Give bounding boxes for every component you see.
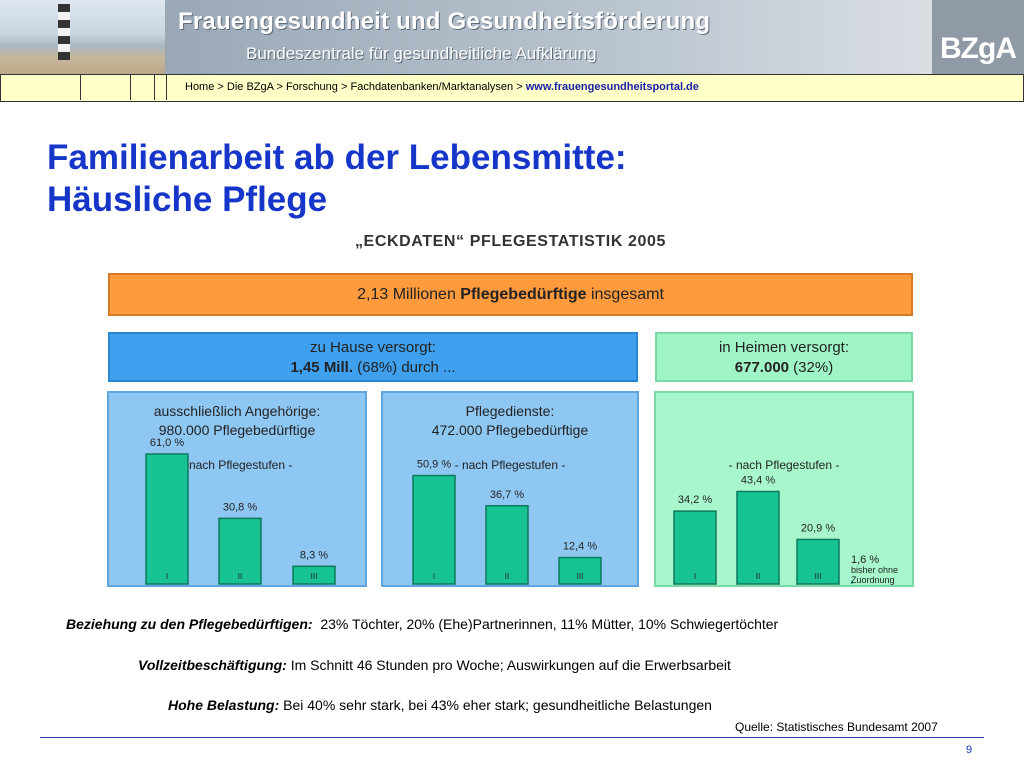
- note-label: Beziehung zu den Pflegebedürftigen:: [66, 616, 313, 632]
- bar-I: [673, 510, 717, 585]
- bar-category-label: I: [166, 572, 168, 581]
- bar-II: [485, 505, 529, 585]
- unassigned-value-label: 1,6 %: [851, 554, 879, 566]
- institution-line1: in Heimen versorgt:: [718, 339, 850, 356]
- bar-category-label: II: [756, 572, 760, 581]
- institution-care-box: in Heimen versorgt: 677.000 (32%): [655, 332, 913, 382]
- note-relationship: Beziehung zu den Pflegebedürftigen: 23% …: [66, 616, 778, 632]
- panel-heading: Pflegedienste:: [466, 403, 555, 419]
- breadcrumb-bar: [0, 74, 1024, 102]
- bar-divider: [154, 74, 155, 100]
- panel-heading: ausschließlich Angehörige:: [154, 403, 321, 419]
- bar-III: [796, 538, 840, 585]
- page-number: 9: [966, 744, 973, 756]
- bar-value-label: 61,0 %: [150, 437, 184, 449]
- note-text: Bei 40% sehr stark, bei 43% eher stark; …: [283, 697, 712, 713]
- logo-background: [932, 0, 1024, 74]
- bar-value-label: 50,9 %: [417, 459, 451, 471]
- breadcrumb-forschung[interactable]: Forschung: [285, 81, 338, 93]
- bar-unassigned: [851, 580, 853, 584]
- total-box: 2,13 Millionen Pflegebedürftige insgesam…: [108, 273, 913, 316]
- home-share: (68%) durch ...: [352, 359, 456, 376]
- institution-count: 677.000: [734, 359, 790, 376]
- home-line1: zu Hause versorgt:: [310, 339, 436, 356]
- bar-III: [292, 565, 336, 585]
- bar-divider: [166, 74, 167, 100]
- bar-II: [218, 517, 262, 585]
- panel-subtitle: - nach Pflegestufen -: [729, 458, 840, 472]
- bar-I: [145, 453, 189, 585]
- bar-value-label: 34,2 %: [678, 494, 712, 506]
- bar-category-label: I: [694, 572, 696, 581]
- bar-divider: [80, 74, 81, 100]
- breadcrumb-separator: >: [340, 81, 348, 93]
- bar-category-label: II: [505, 572, 509, 581]
- breadcrumb-separator: >: [276, 81, 283, 93]
- breadcrumb-home[interactable]: Home: [185, 81, 215, 93]
- bzga-logo[interactable]: BZgA: [940, 32, 1017, 65]
- unassigned-note: bisher ohne: [851, 565, 898, 575]
- header-subtitle: Bundeszentrale für gesundheitliche Aufkl…: [246, 44, 597, 63]
- panel-subtitle: - nach Pflegestufen -: [455, 458, 566, 472]
- institution-share: (32%): [789, 359, 834, 376]
- portal-link[interactable]: www.frauengesundheitsportal.de: [525, 81, 699, 93]
- slide-title-line2: Häusliche Pflege: [47, 180, 328, 219]
- source-note: Quelle: Statistisches Bundesamt 2007: [735, 720, 938, 734]
- slide-title: Familienarbeit ab der Lebensmitte: Häusl…: [47, 137, 627, 221]
- lighthouse-icon: [58, 4, 70, 60]
- home-count: 1,45 Mill.: [290, 359, 353, 376]
- panel-subtitle: - nach Pflegestufen -: [182, 458, 293, 472]
- note-text: Im Schnitt 46 Stunden pro Woche; Auswirk…: [290, 657, 731, 673]
- note-fulltime: Vollzeitbeschäftigung: Im Schnitt 46 Stu…: [138, 657, 731, 673]
- bar-value-label: 43,4 %: [741, 475, 775, 487]
- bar-III: [558, 556, 602, 585]
- breadcrumb: Home > Die BZgA > Forschung > Fachdatenb…: [185, 81, 699, 93]
- bar-category-label: III: [815, 572, 822, 581]
- bar-value-label: 20,9 %: [801, 522, 835, 534]
- unassigned-note: Zuordnung: [851, 575, 895, 585]
- bar-value-label: 30,8 %: [223, 501, 257, 513]
- total-suffix: insgesamt: [586, 286, 664, 303]
- bar-category-label: II: [238, 572, 242, 581]
- bar-value-label: 36,7 %: [490, 489, 524, 501]
- panel-heading: 472.000 Pflegebedürftige: [432, 422, 589, 438]
- breadcrumb-separator: >: [516, 81, 523, 93]
- chart-title: „ECKDATEN“ PFLEGESTATISTIK 2005: [354, 233, 667, 250]
- total-prefix: 2,13 Millionen: [357, 286, 461, 303]
- note-label: Hohe Belastung:: [168, 697, 280, 713]
- panel-heading: 980.000 Pflegebedürftige: [159, 422, 316, 438]
- bar-II: [736, 490, 780, 585]
- bar-category-label: III: [311, 572, 318, 581]
- note-text: 23% Töchter, 20% (Ehe)Partnerinnen, 11% …: [320, 616, 779, 632]
- bar-divider: [130, 74, 131, 100]
- breadcrumb-separator: >: [217, 81, 224, 93]
- header-title: Frauengesundheit und Gesundheitsförderun…: [178, 8, 711, 35]
- footer-rule: [40, 737, 984, 738]
- bar-value-label: 12,4 %: [563, 541, 597, 553]
- title-strip: [165, 0, 932, 74]
- total-bold: Pflegebedürftige: [460, 286, 587, 303]
- note-label: Vollzeitbeschäftigung:: [138, 657, 287, 673]
- note-burden: Hohe Belastung: Bei 40% sehr stark, bei …: [168, 697, 712, 713]
- bar-I: [412, 474, 456, 585]
- breadcrumb-fachdatenbanken[interactable]: Fachdatenbanken/Marktanalysen: [350, 81, 514, 93]
- bar-category-label: III: [577, 572, 584, 581]
- bar-category-label: I: [433, 572, 435, 581]
- home-care-box: zu Hause versorgt: 1,45 Mill. (68%) durc…: [108, 332, 638, 382]
- bar-value-label: 8,3 %: [300, 549, 328, 561]
- slide-title-line1: Familienarbeit ab der Lebensmitte:: [47, 138, 627, 177]
- lighthouse-photo: [0, 0, 165, 74]
- breadcrumb-bzga[interactable]: Die BZgA: [226, 81, 274, 93]
